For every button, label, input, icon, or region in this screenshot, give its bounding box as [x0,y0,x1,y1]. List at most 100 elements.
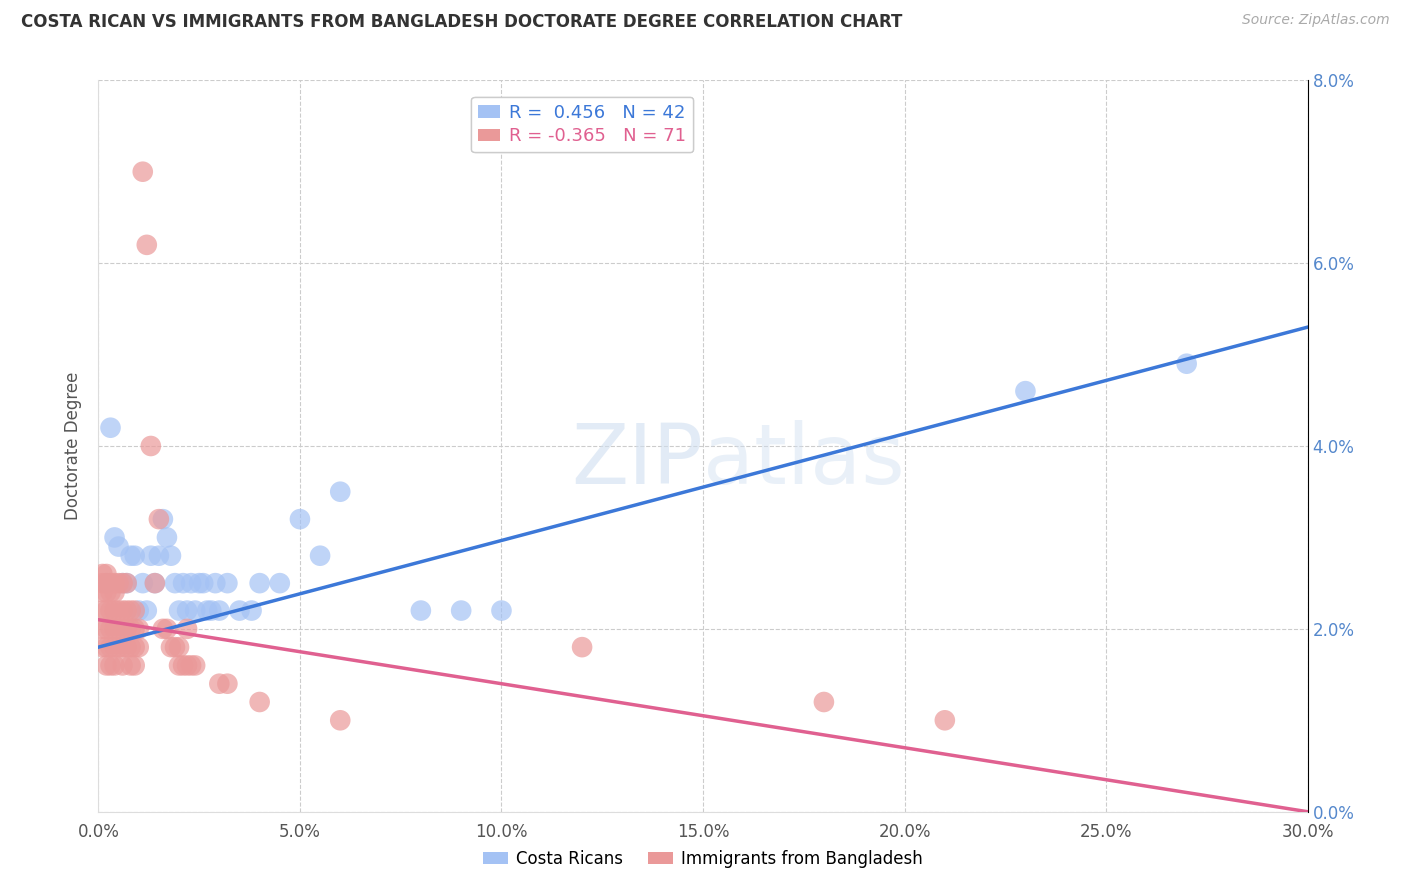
Text: atlas: atlas [703,420,904,501]
Point [107,622,129,636]
Point [100,604,122,618]
Point [208,676,231,690]
Point [143,576,166,591]
Point [91,567,114,582]
Point [188,576,211,591]
Point [491,604,513,618]
Point [309,549,332,563]
Point [124,658,146,673]
Point [193,576,215,591]
Point [96,640,118,655]
Point [934,714,956,728]
Point [204,576,226,591]
Point [96,567,118,582]
Point [152,622,174,636]
Point [103,658,125,673]
Point [96,658,118,673]
Point [813,695,835,709]
Point [115,640,138,655]
Point [120,604,142,618]
Point [135,604,157,618]
Point [184,604,207,618]
Point [96,622,118,636]
Point [329,714,352,728]
Point [176,622,198,636]
Point [120,549,142,563]
Point [100,640,122,655]
Point [156,622,179,636]
Point [163,640,186,655]
Point [115,576,138,591]
Point [111,622,134,636]
Point [91,576,114,591]
Point [156,530,179,544]
Point [176,604,198,618]
Point [180,658,202,673]
Point [107,640,129,655]
Point [124,622,146,636]
Point [107,604,129,618]
Point [217,576,239,591]
Point [120,622,142,636]
Point [120,658,142,673]
Point [128,622,150,636]
Point [195,604,218,618]
Point [148,549,170,563]
Point [571,640,593,655]
Point [167,604,190,618]
Point [124,604,146,618]
Point [139,439,162,453]
Point [409,604,432,618]
Point [160,549,183,563]
Point [91,585,114,599]
Point [100,658,122,673]
Point [228,604,250,618]
Legend: Costa Ricans, Immigrants from Bangladesh: Costa Ricans, Immigrants from Bangladesh [477,844,929,875]
Point [91,604,114,618]
Point [96,585,118,599]
Text: ZIP: ZIP [571,420,703,501]
Text: COSTA RICAN VS IMMIGRANTS FROM BANGLADESH DOCTORATE DEGREE CORRELATION CHART: COSTA RICAN VS IMMIGRANTS FROM BANGLADES… [21,13,903,31]
Point [249,695,271,709]
Point [111,576,134,591]
Point [208,604,231,618]
Point [103,576,125,591]
Point [91,640,114,655]
Point [450,604,472,618]
Point [111,658,134,673]
Point [103,585,125,599]
Point [124,640,146,655]
Point [160,640,183,655]
Point [217,676,239,690]
Point [103,530,125,544]
Point [120,640,142,655]
Point [329,484,352,499]
Point [184,658,207,673]
Point [115,576,138,591]
Point [100,622,122,636]
Legend: R =  0.456   N = 42, R = -0.365   N = 71: R = 0.456 N = 42, R = -0.365 N = 71 [471,96,693,153]
Point [103,622,125,636]
Point [163,576,186,591]
Point [240,604,263,618]
Point [128,604,150,618]
Point [132,576,155,591]
Point [100,421,122,435]
Point [288,512,311,526]
Point [91,622,114,636]
Point [172,576,194,591]
Point [111,604,134,618]
Point [148,512,170,526]
Point [111,576,134,591]
Point [107,576,129,591]
Point [132,164,155,178]
Point [249,576,271,591]
Point [269,576,291,591]
Point [111,640,134,655]
Point [1014,384,1036,399]
Point [167,640,190,655]
Point [96,576,118,591]
Point [103,640,125,655]
Point [180,576,202,591]
Point [128,640,150,655]
